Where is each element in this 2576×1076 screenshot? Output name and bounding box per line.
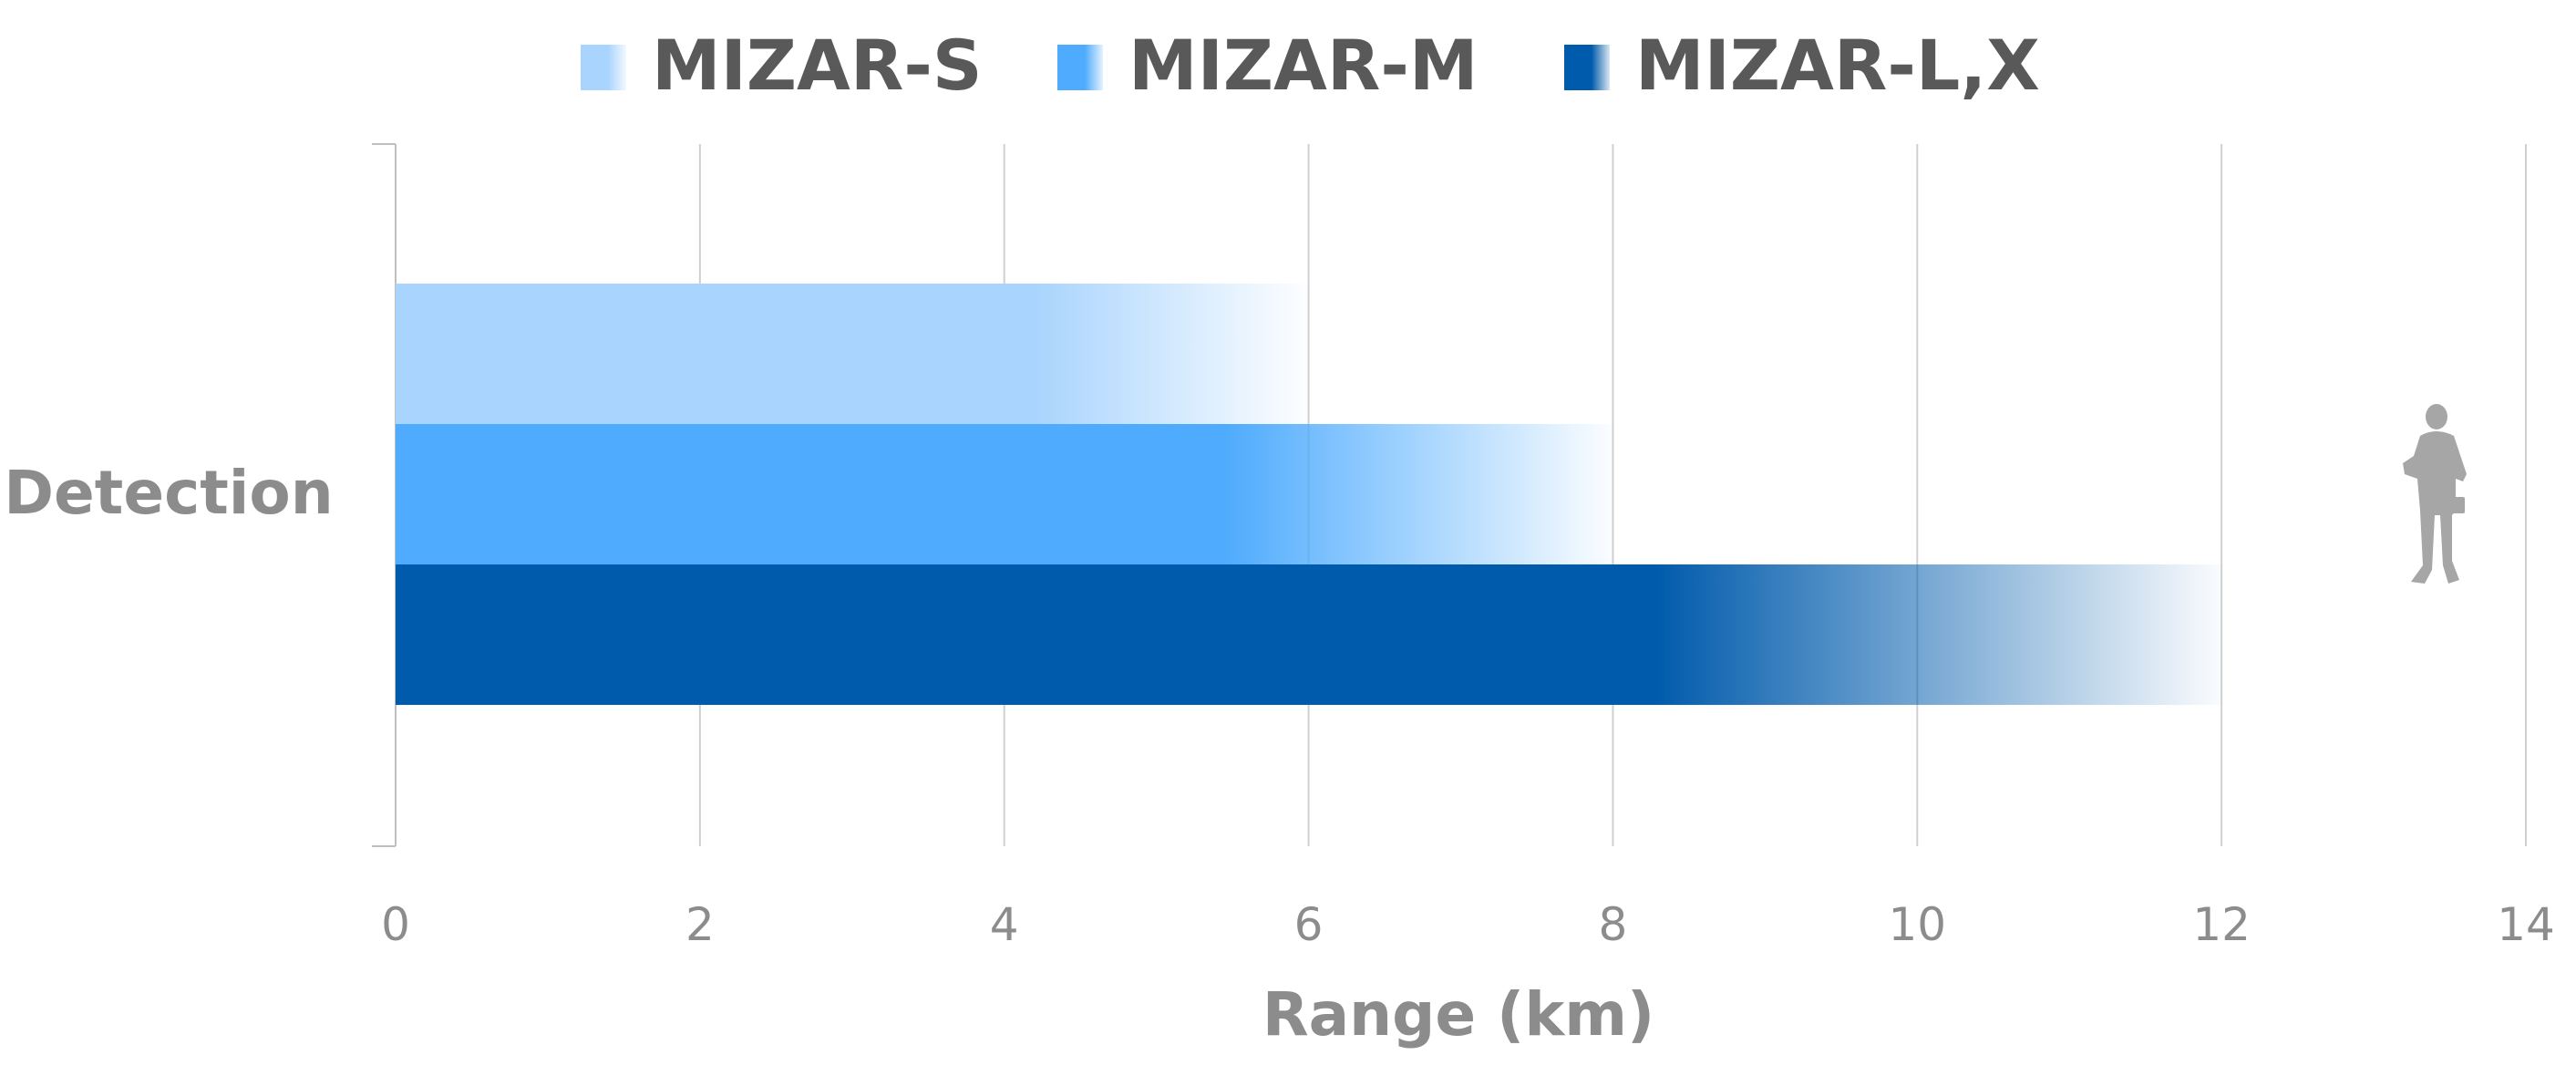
x-tick-8: 8 [1599,898,1628,951]
legend-item-mizar-s: MIZAR-S [581,25,983,106]
x-axis-title: Range (km) [1262,979,1654,1050]
x-tick-2: 2 [685,898,715,951]
legend-swatch [1057,45,1103,90]
bar-mizar-l-x [396,564,2222,705]
person-silhouette-icon [2403,404,2467,584]
x-tick-10: 10 [1888,898,1946,951]
x-tick-14: 14 [2497,898,2555,951]
x-tick-6: 6 [1294,898,1324,951]
bar-mizar-s [396,284,1309,424]
x-tick-labels: 0 2 4 6 8 10 12 14 [381,898,2555,951]
x-tick-0: 0 [381,898,410,951]
bar-mizar-m [396,424,1613,564]
legend-label: MIZAR-M [1128,25,1479,106]
legend-label: MIZAR-S [652,25,983,106]
legend-swatch [1564,45,1610,90]
bars [396,284,2222,705]
legend-label: MIZAR-L,X [1635,25,2040,106]
legend: MIZAR-S MIZAR-M MIZAR-L,X [581,25,2040,106]
legend-item-mizar-l-x: MIZAR-L,X [1564,25,2040,106]
legend-item-mizar-m: MIZAR-M [1057,25,1479,106]
x-tick-4: 4 [990,898,1019,951]
category-axis [372,143,397,847]
legend-swatch [581,45,626,90]
category-label-detection: Detection [4,458,334,528]
x-tick-12: 12 [2192,898,2251,951]
